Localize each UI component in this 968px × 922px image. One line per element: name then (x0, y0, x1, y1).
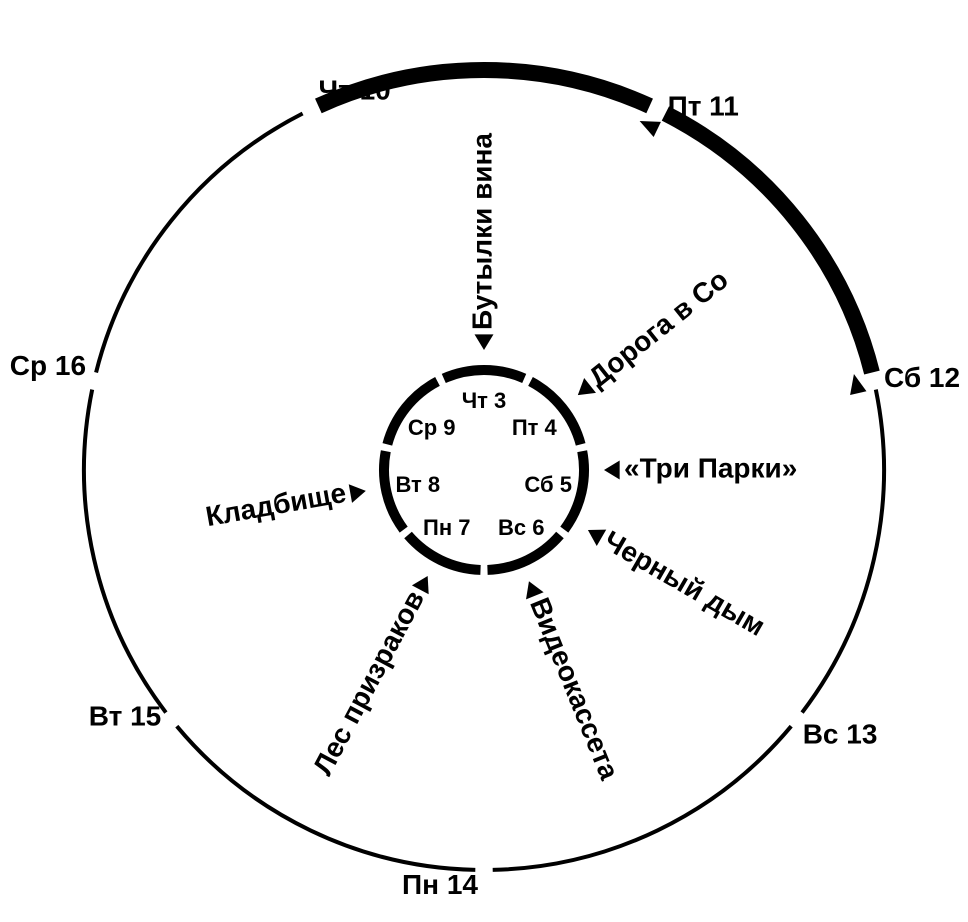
outer-segment-sr16 (96, 113, 303, 372)
outer-segment-pt11 (665, 113, 872, 372)
outer-label-pt11: Пт 11 (668, 91, 739, 122)
spoke-arrow-wine (475, 334, 494, 350)
spoke-label-cemetery: Кладбище (203, 477, 348, 532)
boundary-arrow-1 (850, 374, 866, 395)
outer-segment-vt15 (84, 390, 166, 713)
spoke-label-road: Дорога в Со (582, 264, 733, 394)
spoke-label-video: Видеокассета (524, 593, 625, 784)
outer-segment-sb12 (802, 390, 884, 713)
inner-label-cht3: Чт 3 (462, 388, 507, 413)
outer-label-pn14: Пн 14 (402, 869, 478, 900)
inner-label-vt8: Вт 8 (395, 472, 440, 497)
spoke-arrow-parks (604, 461, 620, 480)
inner-label-vs6: Вс 6 (498, 515, 544, 540)
radial-diagram: Чт 10Пт 11Сб 12Вс 13Пн 14Вт 15Ср 16Чт 3П… (0, 0, 968, 922)
inner-segment-cht3 (444, 370, 524, 378)
inner-label-sr9: Ср 9 (408, 415, 456, 440)
spoke-arrow-ghosts (412, 576, 429, 594)
spoke-arrow-video (526, 581, 544, 599)
spoke-arrow-cemetery (349, 484, 366, 503)
inner-label-pt4: Пт 4 (512, 415, 558, 440)
outer-label-sb12: Сб 12 (884, 362, 960, 393)
inner-segment-vs6 (487, 535, 559, 570)
inner-label-pn7: Пн 7 (423, 515, 470, 540)
inner-segment-pn7 (408, 535, 480, 570)
spoke-label-parks: «Три Парки» (624, 452, 797, 483)
boundary-arrow-0 (640, 121, 661, 137)
inner-label-sb5: Сб 5 (524, 472, 572, 497)
spoke-label-ghosts: Лес призраков (307, 585, 430, 780)
spoke-label-wine: Бутылки вина (466, 133, 497, 330)
outer-label-vs13: Вс 13 (803, 718, 878, 749)
outer-segment-vs13 (493, 726, 792, 870)
outer-label-sr16: Ср 16 (10, 350, 86, 381)
outer-label-chet10: Чт 10 (318, 75, 390, 106)
outer-label-vt15: Вт 15 (89, 700, 162, 731)
spoke-label-smoke: Черный дым (599, 525, 771, 642)
